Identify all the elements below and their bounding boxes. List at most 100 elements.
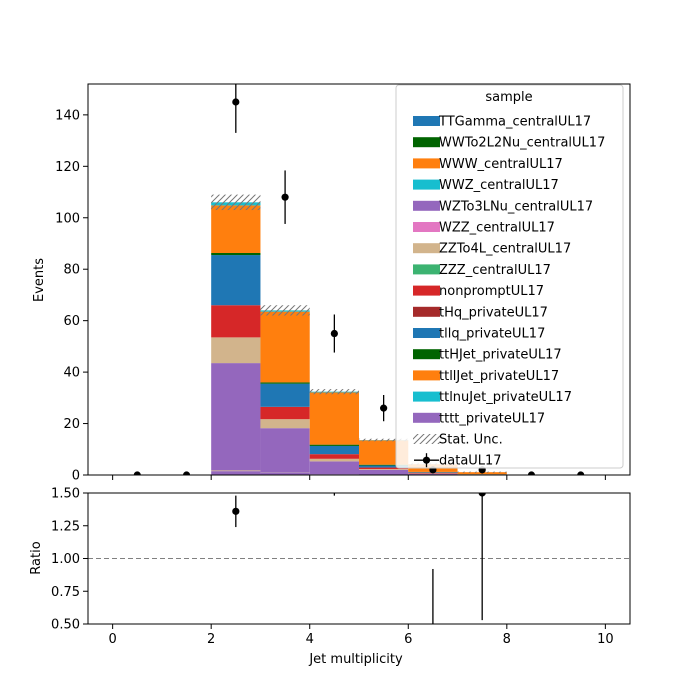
- bar-segment-16-bin-2: [309, 454, 359, 459]
- ratio-x-tick-label-1: 2: [207, 632, 215, 647]
- bar-segment-17-bin-2: [309, 445, 359, 455]
- main-y-tick-label-0: 0: [72, 469, 80, 484]
- data-point-3: [281, 193, 289, 201]
- bar-segment-18-bin-0: [211, 253, 261, 256]
- legend-frame: [395, 84, 624, 469]
- bar-segment-19-bin-2: [309, 392, 359, 445]
- legend-swatch-12: [413, 370, 440, 381]
- ratio-point-1: [331, 476, 338, 483]
- ratio-x-tick-label-3: 6: [404, 632, 412, 647]
- legend-swatch-6: [413, 243, 440, 254]
- ratio-x-tick-label-0: 0: [108, 632, 116, 647]
- legend-label-7: ZZZ_centralUL17: [439, 263, 551, 278]
- legend-swatch-8: [413, 285, 440, 296]
- main-y-tick-label-7: 140: [55, 108, 80, 123]
- bar-segment-4-bin-0: [211, 471, 261, 475]
- bar-segment-15-bin-1: [260, 419, 310, 429]
- bar-segment-16-bin-0: [211, 305, 261, 338]
- data-point-1: [182, 471, 191, 475]
- bar-segment-17-bin-0: [211, 255, 261, 306]
- legend: sample TTGamma_centralUL17 WWTo2L2Nu_cent…: [395, 84, 624, 469]
- legend-label-13: ttlnuJet_privateUL17: [439, 390, 572, 405]
- legend-label-14: tttt_privateUL17: [439, 411, 545, 426]
- legend-label-12: ttllJet_privateUL17: [439, 369, 559, 384]
- ratio-x-ticks: 0 2 4 6 8 10: [108, 624, 614, 647]
- legend-label-5: WZZ_centralUL17: [439, 221, 555, 236]
- legend-label-1: WWTo2L2Nu_centralUL17: [439, 136, 605, 151]
- legend-label-stat-unc: Stat. Unc.: [439, 433, 503, 448]
- legend-label-9: tHq_privateUL17: [439, 305, 548, 320]
- legend-data-marker: [422, 456, 431, 464]
- bar-segment-14-bin-0: [211, 363, 261, 471]
- main-y-tick-label-4: 80: [63, 263, 80, 278]
- legend-label-10: tllq_privateUL17: [439, 327, 545, 342]
- main-y-axis-label: Events: [32, 258, 47, 302]
- legend-title: sample: [485, 90, 532, 105]
- bar-segment-14-bin-4: [408, 473, 458, 475]
- bar-segment-16-bin-1: [260, 406, 310, 420]
- legend-items: TTGamma_centralUL17 WWTo2L2Nu_centralUL17…: [413, 115, 605, 469]
- ratio-y-tick-label-4: 1.50: [51, 487, 80, 502]
- ratio-point-3: [478, 493, 486, 497]
- ratio-y-tick-label-3: 1.25: [51, 519, 80, 534]
- main-x-ticks: [112, 475, 606, 480]
- ratio-y-tick-label-1: 0.75: [51, 585, 80, 600]
- bar-segment-17-bin-3: [359, 465, 409, 468]
- ratio-y-axis-label: Ratio: [29, 541, 44, 574]
- data-point-0: [133, 471, 141, 475]
- legend-swatch-stat-unc: [413, 434, 440, 444]
- bar-segment-18-bin-1: [260, 382, 310, 384]
- main-y-ticks: 0 20 40 60 80 100 120 140: [55, 108, 88, 484]
- main-y-tick-label-1: 20: [63, 417, 80, 432]
- legend-swatch-7: [413, 264, 440, 275]
- legend-label-6: ZZTo4L_centralUL17: [439, 242, 571, 257]
- legend-swatch-11: [413, 349, 440, 360]
- data-point-2: [232, 98, 240, 106]
- legend-label-4: WZTo3LNu_centralUL17: [439, 199, 593, 214]
- ratio-point-2: [429, 660, 436, 667]
- legend-swatch-10: [413, 328, 440, 338]
- ratio-point-0: [232, 507, 240, 515]
- legend-swatch-3: [413, 179, 440, 190]
- bar-segment-16-bin-3: [359, 467, 409, 470]
- legend-label-3: WWZ_centralUL17: [439, 178, 559, 193]
- bar-segment-14-bin-2: [309, 461, 359, 475]
- data-point-4: [330, 329, 338, 338]
- stat-unc-band-bin-2: [309, 389, 359, 395]
- legend-label-2: WWW_centralUL17: [439, 157, 563, 172]
- bar-segment-15-bin-2: [309, 458, 359, 462]
- legend-swatch-5: [413, 222, 440, 232]
- ratio-y-tick-label-2: 1.00: [51, 552, 80, 567]
- bar-segment-15-bin-0: [211, 337, 261, 364]
- bar-segment-6-bin-0: [211, 470, 261, 472]
- bar-segment-17-bin-1: [260, 383, 310, 407]
- main-y-tick-label-3: 60: [63, 314, 80, 329]
- main-y-tick-label-6: 120: [55, 160, 80, 175]
- main-y-tick-label-2: 40: [63, 366, 80, 381]
- bar-segment-4-bin-1: [260, 472, 310, 475]
- ratio-y-tick-label-0: 0.50: [51, 618, 80, 633]
- legend-swatch-2: [413, 158, 440, 169]
- legend-label-data: dataUL17: [439, 454, 502, 469]
- data-point-9: [577, 471, 585, 475]
- stat-unc-band-bin-1: [260, 305, 310, 316]
- stat-unc-band-bin-0: [211, 194, 261, 211]
- legend-swatch-4: [413, 200, 440, 211]
- bar-segment-14-bin-3: [359, 469, 409, 475]
- legend-swatch-1: [413, 137, 440, 148]
- bar-segment-19-bin-0: [211, 205, 261, 254]
- legend-swatch-13: [413, 391, 440, 402]
- legend-label-0: TTGamma_centralUL17: [438, 115, 591, 130]
- main-axes-frame: [87, 83, 631, 476]
- ratio-y-ticks: 0.50 0.75 1.00 1.25 1.50: [51, 487, 88, 633]
- ratio-x-tick-label-5: 10: [597, 632, 614, 647]
- stat-unc-band-bin-3: [359, 438, 409, 442]
- ratio-x-tick-label-4: 8: [503, 632, 511, 647]
- bar-segment-15-bin-3: [359, 469, 409, 470]
- bar-segment-18-bin-3: [359, 464, 409, 466]
- bar-segment-18-bin-2: [309, 444, 359, 446]
- legend-swatch-14: [413, 412, 440, 423]
- bar-segment-14-bin-1: [260, 428, 310, 473]
- bar-segment-19-bin-1: [260, 311, 310, 383]
